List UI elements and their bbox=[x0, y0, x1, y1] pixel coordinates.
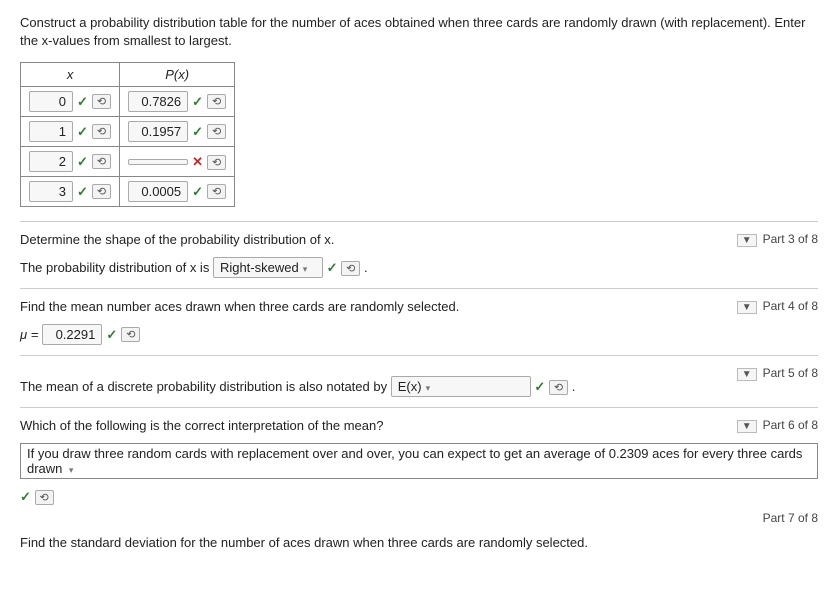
retry-icon[interactable]: ⟲ bbox=[92, 184, 111, 199]
part-7-section: Part 7 of 8 Find the standard deviation … bbox=[20, 511, 818, 550]
part-7-label: Part 7 of 8 bbox=[763, 511, 818, 525]
retry-icon[interactable]: ⟲ bbox=[207, 184, 226, 199]
px-input[interactable]: 0.0005 bbox=[128, 181, 188, 202]
table-row: 0 ✓ ⟲ 0.7826 ✓ ⟲ bbox=[21, 87, 235, 117]
check-icon: ✓ bbox=[77, 124, 88, 140]
px-input[interactable]: 0.1957 bbox=[128, 121, 188, 142]
collapse-icon[interactable]: ▼ bbox=[737, 301, 757, 314]
retry-icon[interactable]: ⟲ bbox=[549, 380, 568, 395]
part-3-label: ▼Part 3 of 8 bbox=[737, 232, 818, 247]
x-input[interactable]: 0 bbox=[29, 91, 73, 112]
check-icon: ✓ bbox=[327, 260, 338, 275]
part-4-label: ▼Part 4 of 8 bbox=[737, 299, 818, 314]
retry-icon[interactable]: ⟲ bbox=[92, 124, 111, 139]
check-icon: ✓ bbox=[192, 124, 203, 140]
retry-icon[interactable]: ⟲ bbox=[207, 155, 226, 170]
x-input[interactable]: 3 bbox=[29, 181, 73, 202]
mu-symbol: μ = bbox=[20, 327, 38, 342]
part-4-section: ▼Part 4 of 8 Find the mean number aces d… bbox=[20, 288, 818, 345]
retry-icon[interactable]: ⟲ bbox=[207, 94, 226, 109]
part-6-section: ▼Part 6 of 8 Which of the following is t… bbox=[20, 407, 818, 505]
px-input[interactable]: 0.7826 bbox=[128, 91, 188, 112]
check-icon: ✓ bbox=[77, 94, 88, 110]
part-5-section: ▼Part 5 of 8 The mean of a discrete prob… bbox=[20, 355, 818, 397]
collapse-icon[interactable]: ▼ bbox=[737, 234, 757, 247]
collapse-icon[interactable]: ▼ bbox=[737, 368, 757, 381]
interpretation-dropdown[interactable]: If you draw three random cards with repl… bbox=[20, 443, 818, 479]
shape-dropdown[interactable]: Right-skewed▾ bbox=[213, 257, 323, 278]
instructions: Construct a probability distribution tab… bbox=[20, 14, 818, 50]
check-icon: ✓ bbox=[20, 489, 31, 504]
notation-line: The mean of a discrete probability distr… bbox=[20, 376, 818, 397]
answer-shape-line: The probability distribution of x is Rig… bbox=[20, 257, 818, 278]
col-header-px: P(x) bbox=[120, 63, 235, 87]
check-icon: ✓ bbox=[106, 327, 117, 343]
question-shape: Determine the shape of the probability d… bbox=[20, 232, 818, 247]
table-row: 1 ✓ ⟲ 0.1957 ✓ ⟲ bbox=[21, 117, 235, 147]
check-icon: ✓ bbox=[77, 154, 88, 170]
table-row: 3 ✓ ⟲ 0.0005 ✓ ⟲ bbox=[21, 177, 235, 207]
chevron-down-icon: ▾ bbox=[66, 465, 73, 475]
retry-icon[interactable]: ⟲ bbox=[35, 490, 54, 505]
notation-dropdown[interactable]: E(x)▾ bbox=[391, 376, 531, 397]
table-row: 2 ✓ ⟲ ✕ ⟲ bbox=[21, 147, 235, 177]
retry-icon[interactable]: ⟲ bbox=[92, 154, 111, 169]
chevron-down-icon: ▾ bbox=[303, 264, 308, 274]
retry-icon[interactable]: ⟲ bbox=[121, 327, 140, 342]
check-icon: ✓ bbox=[192, 184, 203, 200]
interpretation-answer-line: If you draw three random cards with repl… bbox=[20, 443, 818, 479]
question-interpretation: Which of the following is the correct in… bbox=[20, 418, 818, 433]
question-sd: Find the standard deviation for the numb… bbox=[20, 535, 818, 550]
question-mean: Find the mean number aces drawn when thr… bbox=[20, 299, 818, 314]
check-icon: ✓ bbox=[192, 94, 203, 110]
check-icon: ✓ bbox=[77, 184, 88, 200]
col-header-x: x bbox=[21, 63, 120, 87]
part-3-section: ▼Part 3 of 8 Determine the shape of the … bbox=[20, 221, 818, 278]
retry-icon[interactable]: ⟲ bbox=[207, 124, 226, 139]
retry-icon[interactable]: ⟲ bbox=[92, 94, 111, 109]
mu-input[interactable]: 0.2291 bbox=[42, 324, 102, 345]
x-input[interactable]: 2 bbox=[29, 151, 73, 172]
interpretation-feedback: ✓ ⟲ bbox=[20, 489, 818, 505]
collapse-icon[interactable]: ▼ bbox=[737, 420, 757, 433]
part-5-label: ▼Part 5 of 8 bbox=[737, 366, 818, 381]
probability-table: x P(x) 0 ✓ ⟲0.7826 ✓ ⟲1 ✓ ⟲0.1957 ✓ ⟲2 ✓… bbox=[20, 62, 235, 207]
check-icon: ✓ bbox=[534, 379, 545, 394]
x-input[interactable]: 1 bbox=[29, 121, 73, 142]
retry-icon[interactable]: ⟲ bbox=[341, 261, 360, 276]
mean-answer-line: μ = 0.2291 ✓ ⟲ bbox=[20, 324, 818, 345]
px-input[interactable] bbox=[128, 159, 188, 165]
chevron-down-icon: ▾ bbox=[426, 383, 431, 393]
part-6-label: ▼Part 6 of 8 bbox=[737, 418, 818, 433]
x-icon: ✕ bbox=[192, 154, 203, 170]
